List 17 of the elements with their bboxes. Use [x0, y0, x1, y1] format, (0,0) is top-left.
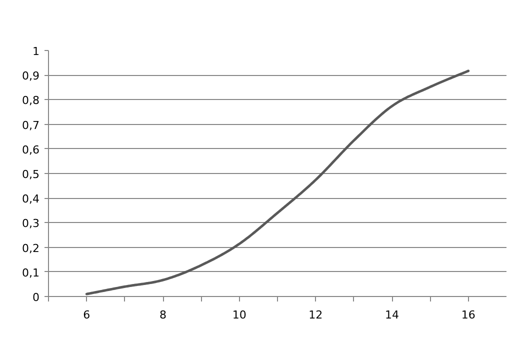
y-tick-label: 0,5: [22, 168, 40, 181]
x-tick-label: 10: [232, 308, 246, 322]
y-tick-label: 0,2: [22, 242, 40, 255]
y-tick-label: 0,3: [22, 217, 40, 230]
x-tick-label: 12: [308, 308, 323, 322]
y-tick-label: 0,7: [22, 118, 40, 132]
y-tick-label: 0,1: [22, 266, 40, 280]
y-tick-label: 1: [32, 45, 40, 58]
y-tick-label: 0: [32, 291, 40, 304]
x-tick-label: 14: [385, 308, 399, 322]
x-tick-label: 6: [83, 308, 90, 322]
y-tick-label: 0,9: [22, 70, 40, 83]
y-tick-label: 0,8: [22, 94, 40, 108]
y-tick-label: 0,4: [22, 192, 40, 206]
y-tick-label: 0,6: [22, 143, 40, 156]
x-tick-label: 8: [160, 308, 166, 322]
x-tick-label: 16: [461, 308, 476, 322]
